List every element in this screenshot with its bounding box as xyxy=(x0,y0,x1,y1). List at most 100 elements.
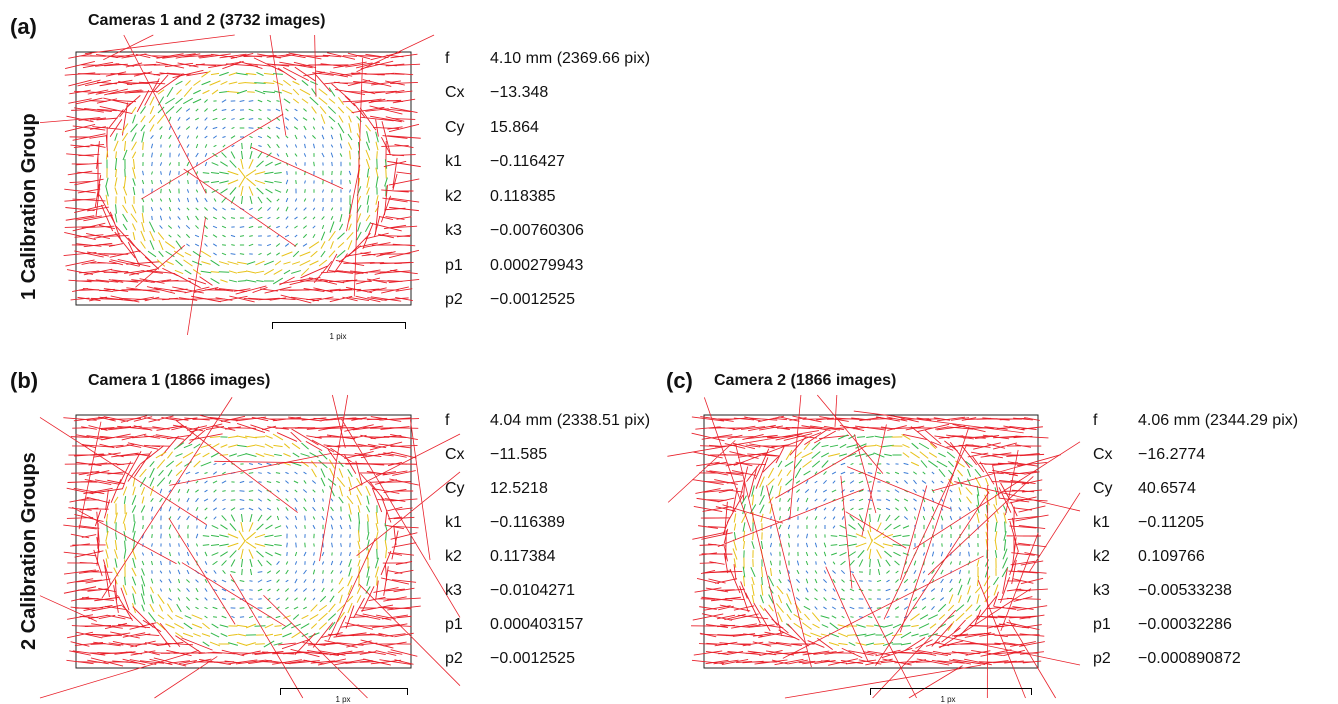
residual-vector xyxy=(168,506,172,512)
residual-vector xyxy=(391,579,417,583)
residual-vector xyxy=(113,99,137,103)
residual-vector xyxy=(320,250,326,258)
residual-vector xyxy=(150,578,154,584)
residual-vector xyxy=(204,243,208,247)
residual-vector xyxy=(384,498,406,502)
panel-a-letter: (a) xyxy=(10,14,37,39)
residual-vector xyxy=(965,487,973,495)
residual-vector xyxy=(847,534,857,538)
residual-vector xyxy=(139,477,147,487)
residual-vector xyxy=(394,261,414,265)
residual-vector xyxy=(764,631,796,639)
residual-vector xyxy=(186,579,190,583)
residual-vector xyxy=(759,476,765,488)
residual-vector xyxy=(148,114,156,124)
residual-vector xyxy=(212,207,218,211)
residual-vector xyxy=(779,498,781,502)
residual-vector xyxy=(175,614,183,620)
residual-vector xyxy=(395,507,413,511)
residual-vector xyxy=(221,152,227,158)
residual-vector xyxy=(204,551,208,557)
residual-vector xyxy=(254,625,266,627)
residual-vector xyxy=(329,485,335,497)
residual-vector xyxy=(312,225,316,229)
residual-vector xyxy=(379,270,411,274)
residual-vector xyxy=(348,559,352,567)
residual-vector xyxy=(769,542,773,548)
residual-vector xyxy=(219,534,229,538)
residual-vector xyxy=(204,579,208,583)
residual-vector xyxy=(832,570,836,574)
residual-vector xyxy=(948,659,972,665)
residual-vector xyxy=(997,615,1031,619)
residual-vector xyxy=(255,452,265,458)
residual-vector xyxy=(366,176,370,188)
residual-vector xyxy=(348,503,352,515)
residual-vector xyxy=(65,259,95,267)
residual-vector xyxy=(383,160,407,168)
residual-vector xyxy=(248,507,254,511)
residual-vector xyxy=(249,150,253,160)
residual-vector xyxy=(1015,435,1049,439)
residual-vector xyxy=(705,470,729,476)
residual-vector xyxy=(971,650,1003,656)
residual-vector xyxy=(64,188,96,194)
residual-vector xyxy=(139,468,147,478)
residual-vector xyxy=(778,416,800,422)
residual-vector xyxy=(954,633,984,637)
residual-vector xyxy=(877,568,881,576)
residual-vector xyxy=(303,579,307,583)
residual-vector xyxy=(815,534,817,538)
residual-vector xyxy=(333,632,367,638)
residual-vector xyxy=(921,597,927,601)
residual-vector xyxy=(949,578,953,584)
residual-vector xyxy=(122,584,128,596)
residual-vector xyxy=(258,118,262,120)
residual-vector xyxy=(858,659,882,665)
residual-vector xyxy=(380,195,392,223)
residual-vector xyxy=(968,542,970,548)
residual-vector xyxy=(90,471,124,475)
residual-vector xyxy=(814,606,818,610)
residual-vector xyxy=(940,578,944,584)
residual-vector xyxy=(977,595,997,621)
residual-vector xyxy=(220,161,228,167)
residual-vector xyxy=(276,135,280,139)
residual-vector xyxy=(959,561,961,565)
residual-vector xyxy=(175,259,183,267)
residual-vector xyxy=(186,587,190,593)
residual-vector xyxy=(204,597,208,601)
residual-vector xyxy=(193,443,201,449)
residual-vector xyxy=(954,619,966,633)
residual-vector xyxy=(1011,559,1017,585)
residual-vector xyxy=(395,288,413,292)
residual-vector xyxy=(68,507,92,511)
residual-vector xyxy=(142,619,162,633)
residual-vector xyxy=(986,443,1006,449)
residual-vector xyxy=(245,279,257,283)
residual-vector xyxy=(153,74,169,92)
param-name: p1 xyxy=(445,257,463,274)
residual-vector xyxy=(355,486,363,496)
residual-vector xyxy=(101,632,131,638)
residual-vector xyxy=(195,489,199,493)
residual-vector xyxy=(330,144,334,148)
residual-vector xyxy=(1023,598,1041,600)
residual-vector xyxy=(360,116,394,122)
residual-vector xyxy=(175,635,201,653)
residual-vector xyxy=(382,623,408,629)
residual-vector xyxy=(1021,489,1043,493)
residual-vector xyxy=(709,561,725,565)
residual-vector xyxy=(211,162,219,166)
param-value: −0.0012525 xyxy=(490,650,575,667)
residual-vector xyxy=(108,444,124,448)
residual-vector xyxy=(114,187,118,195)
residual-vector xyxy=(204,234,208,238)
outlier-vector xyxy=(875,491,990,666)
residual-vector xyxy=(212,135,218,139)
residual-vector xyxy=(282,66,310,82)
residual-vector xyxy=(902,552,910,556)
residual-vector xyxy=(202,181,210,183)
residual-vector xyxy=(304,143,306,149)
outlier-vector xyxy=(789,394,802,520)
